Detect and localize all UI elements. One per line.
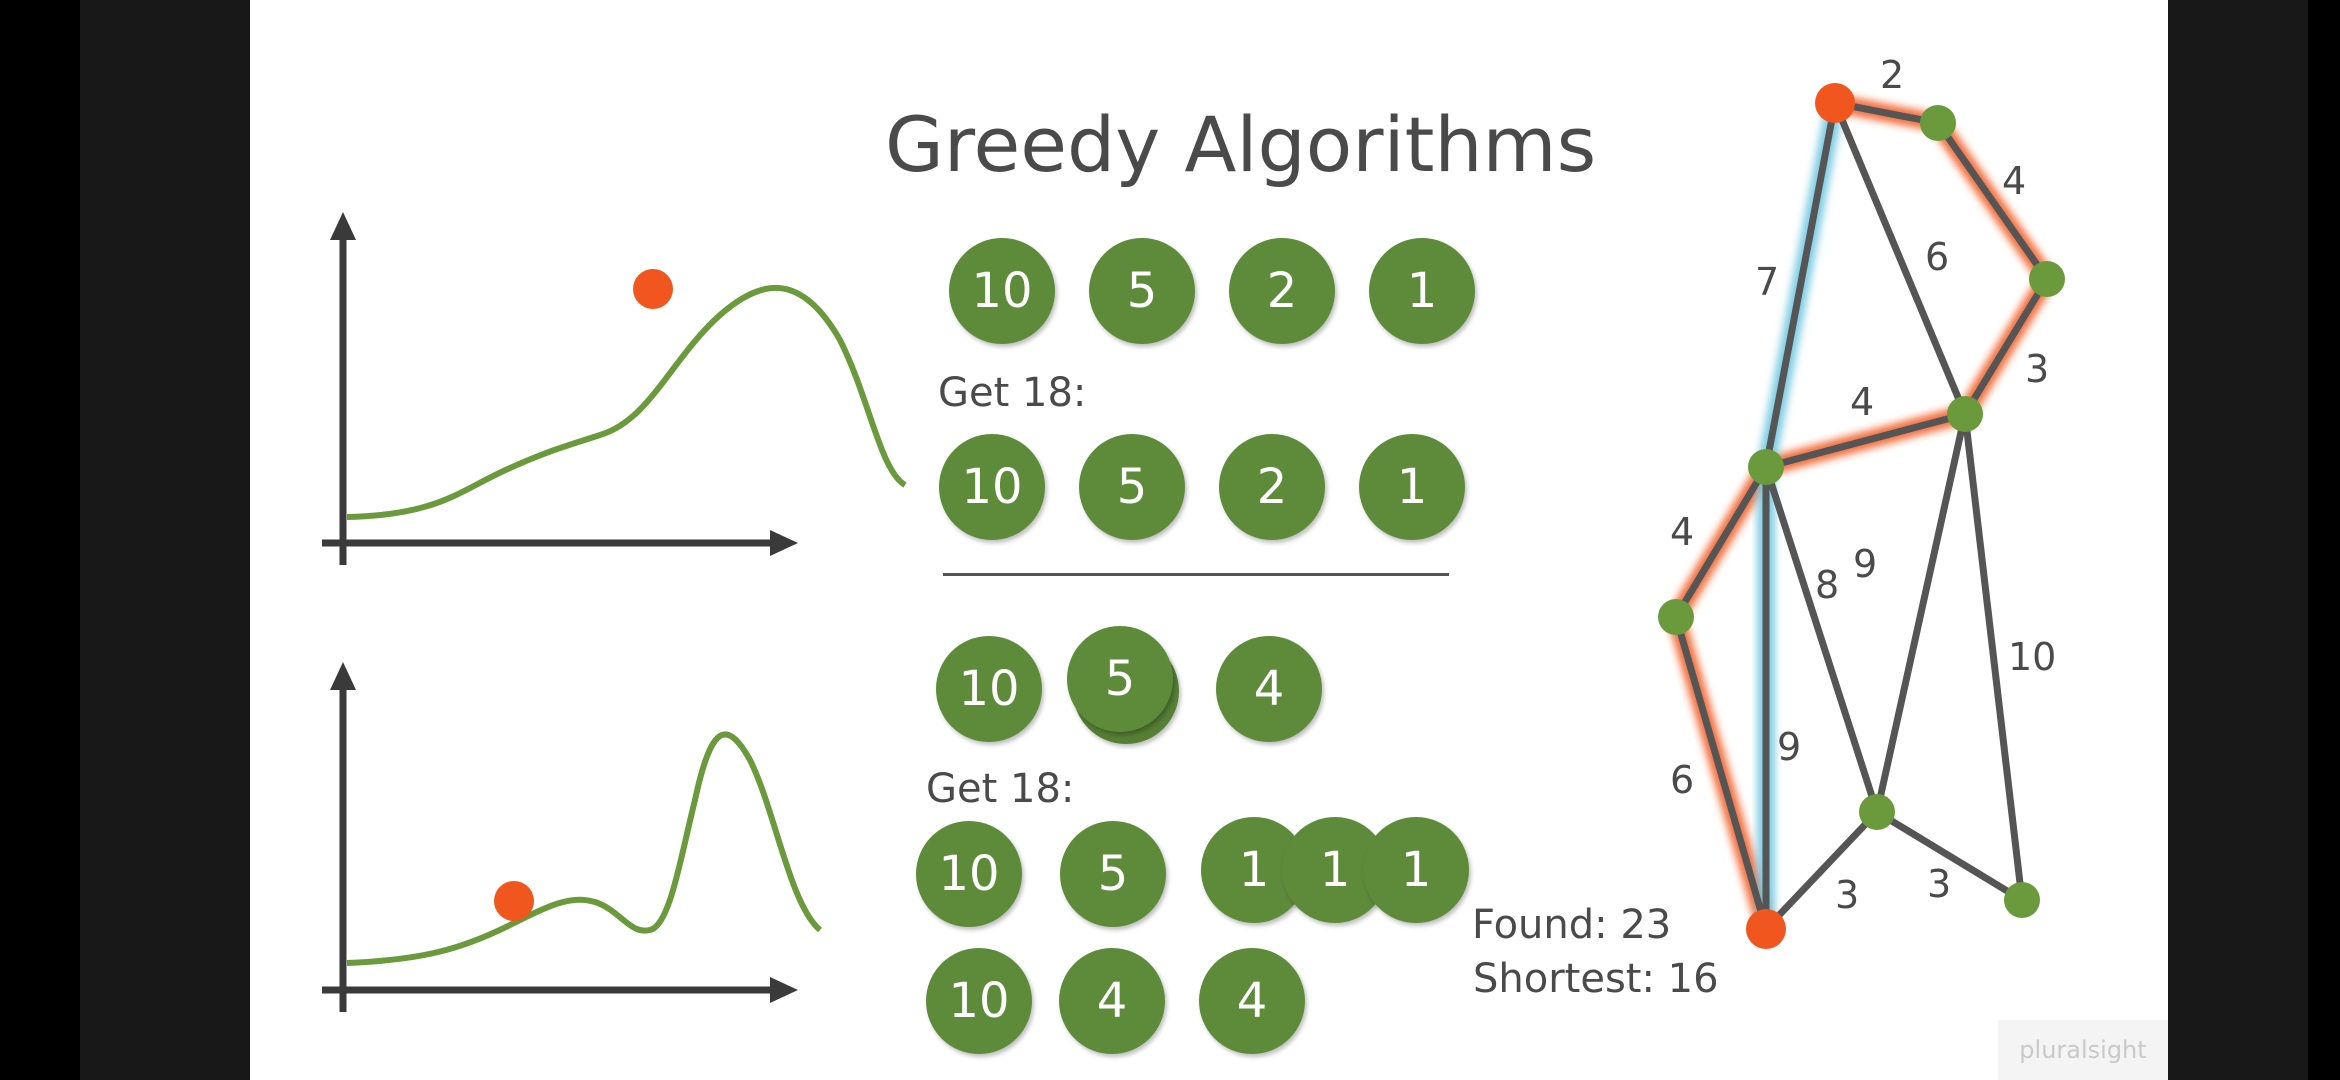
graph-nodes [1658,83,2065,949]
found-path-label: Found: 23 [1472,902,1672,948]
coin-greedy-5: 1 [1363,817,1469,923]
node-g [2004,882,2040,918]
coin-available-2: 5 [1089,238,1195,344]
edge-label-c-g: 10 [2008,635,2056,679]
problem-divider [943,573,1449,576]
edge-label-c-d: 4 [1850,380,1874,424]
coin-available-5: 5 [1067,626,1173,732]
node-f [1859,794,1895,830]
edge-label-a-b: 4 [2002,159,2026,203]
edge-label-start-a: 2 [1880,53,1904,97]
coin-optimal-3: 4 [1199,948,1305,1054]
shortest-path-graph: 2 4 6 7 3 4 4 8 9 10 9 6 3 3 [1658,53,2065,949]
local-max-point [494,881,534,921]
edge-label-f-g: 3 [1927,862,1951,906]
edge-label-start-c: 6 [1925,235,1949,279]
coin-solution-4: 1 [1359,434,1465,540]
slide: Greedy Algorithms 10 5 2 1 Get 18: 10 5 … [250,0,2168,1080]
coin-available-3: 2 [1229,238,1335,344]
pluralsight-watermark: pluralsight [1998,1020,2168,1080]
edge-label-d-f: 8 [1815,563,1839,607]
edge-label-start-d: 7 [1755,260,1779,304]
shortest-path-highlight [1757,94,1844,938]
letterbox-right-outer [2308,0,2340,1080]
coin-greedy-1: 10 [916,821,1022,927]
coin-available-1: 10 [949,238,1055,344]
coin-available-4: 4 [1216,636,1322,742]
global-max-point [633,269,673,309]
bottom-plot-axes [322,662,798,1012]
coin-solution-2: 5 [1079,434,1185,540]
coin-available-10: 10 [936,636,1042,742]
node-d [1748,449,1784,485]
node-c [1947,396,1983,432]
edge-label-e-end: 6 [1670,758,1694,802]
node-end [1746,909,1786,949]
node-e [1658,599,1694,635]
target-label-2: Get 18: [926,766,1075,812]
coin-greedy-2: 5 [1060,821,1166,927]
target-label-1: Get 18: [938,370,1087,416]
edge-label-d-e: 4 [1670,510,1694,554]
letterbox-left [0,0,80,1080]
edge-label-end-f: 3 [1835,873,1859,917]
shortest-path-label: Shortest: 16 [1473,956,1719,1002]
node-start [1815,83,1855,123]
bottom-plot-curve [346,731,823,966]
letterbox-left-inner [80,0,250,1080]
edge-label-c-f: 9 [1853,542,1877,586]
top-plot-axes [322,212,798,565]
function-plots [322,212,907,1012]
edge-labels: 2 4 6 7 3 4 4 8 9 10 9 6 3 3 [1670,53,2056,917]
coin-optimal-1: 10 [926,948,1032,1054]
graph-edges [1672,99,2051,933]
node-a [1920,105,1956,141]
edge-label-b-c: 3 [2025,347,2049,391]
edge-label-d-end: 9 [1777,725,1801,769]
coin-available-4: 1 [1369,238,1475,344]
top-plot-curve [346,285,907,520]
coin-solution-1: 10 [939,434,1045,540]
coin-optimal-2: 4 [1059,948,1165,1054]
slide-title: Greedy Algorithms [885,100,1597,189]
coin-solution-3: 2 [1219,434,1325,540]
node-b [2029,261,2065,297]
